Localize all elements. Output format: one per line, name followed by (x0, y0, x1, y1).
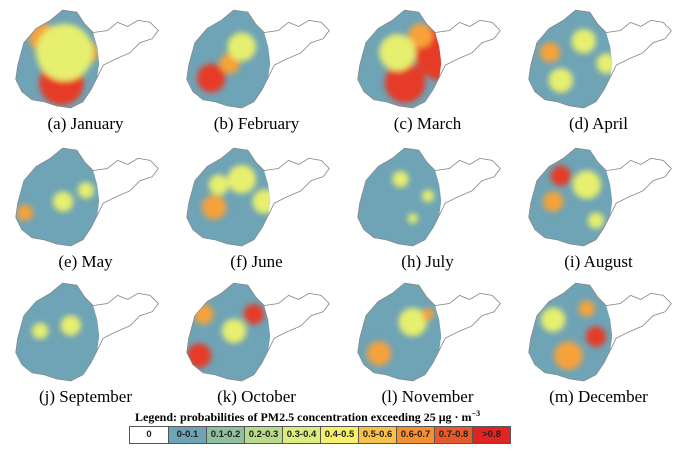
month-map-panel: (a) January (0, 0, 171, 136)
probability-map (186, 282, 330, 382)
map-grid: (a) January (b) February (c) March (d) Apri… (0, 0, 684, 409)
panel-label: (f) June (230, 252, 283, 271)
hotspot-yellow (587, 212, 605, 229)
hotspot-yellow (379, 34, 416, 71)
month-map-panel: (c) March (342, 0, 513, 136)
panel-label: (l) November (381, 387, 474, 406)
probability-map (357, 282, 501, 382)
hotspot-orange (543, 191, 564, 212)
month-map-panel: (h) July (342, 138, 513, 274)
hotspot-yellow (36, 23, 94, 81)
panel-label: (a) January (47, 114, 124, 133)
hotspot-yellow (421, 189, 435, 203)
hotspot-red (196, 63, 226, 93)
hotspot-orange (16, 204, 34, 221)
month-map-panel: (m) December (513, 273, 684, 409)
hotspot-yellow (540, 307, 566, 333)
hotspot-orange (202, 194, 227, 220)
hotspot-red (384, 62, 426, 104)
panel-label: (m) December (549, 387, 648, 406)
month-map-panel: (i) August (513, 138, 684, 274)
legend-title: Legend: probabilities of PM2.5 concentra… (135, 409, 481, 424)
legend-swatch: 0.2-0.3 (244, 426, 283, 444)
hotspot-yellow (227, 164, 256, 194)
probability-map (186, 147, 330, 247)
hotspot-red (243, 304, 265, 325)
panel-label: (h) July (401, 252, 454, 271)
hotspot-yellow (77, 182, 95, 199)
hotspot-yellow (398, 307, 427, 337)
probability-map (15, 147, 159, 247)
probability-map (528, 9, 672, 109)
month-map-panel: (k) October (171, 273, 342, 409)
hotspot-yellow (407, 213, 418, 224)
panel-label: (i) August (564, 252, 633, 271)
legend-swatch: >0.8 (472, 426, 511, 444)
probability-map (528, 147, 672, 247)
panel-label: (d) April (568, 114, 629, 133)
hotspot-yellow (60, 315, 81, 336)
hotspot-red (585, 326, 607, 347)
hotspot-orange (539, 42, 561, 63)
hotspot-orange (578, 300, 595, 317)
hotspot-yellow (392, 171, 409, 188)
legend-swatch: 0.3-0.4 (282, 426, 321, 444)
hotspot-orange (554, 341, 583, 370)
hotspot-yellow (32, 322, 49, 340)
hotspot-yellow (227, 32, 256, 62)
panel-label: (j) September (39, 387, 132, 406)
hotspot-orange (421, 308, 435, 321)
hotspot-yellow (572, 170, 602, 200)
panel-label: (c) March (393, 114, 462, 133)
legend-swatch: 0.6-0.7 (396, 426, 435, 444)
legend-bar: 0 0-0.1 0.1-0.2 0.2-0.3 0.3-0.4 0.4-0.5 0.5-0.… (129, 426, 511, 444)
month-map-panel: (j) September (0, 273, 171, 409)
probability-map (528, 282, 672, 382)
probability-map (357, 9, 501, 109)
panel-label: (e) May (58, 252, 113, 271)
hotspot-yellow (52, 191, 74, 212)
legend-swatch: 0.1-0.2 (206, 426, 245, 444)
legend-swatch: 0 (129, 426, 169, 444)
hotspot-red (186, 343, 212, 368)
hotspot-yellow (221, 318, 247, 344)
legend-swatch: 0-0.1 (168, 426, 207, 444)
legend-swatch: 0.4-0.5 (320, 426, 359, 444)
probability-map (15, 282, 159, 382)
month-map-panel: (f) June (171, 138, 342, 274)
month-map-panel: (e) May (0, 138, 171, 274)
month-map-panel: (d) April (513, 0, 684, 136)
hotspot-yellow (548, 68, 574, 93)
month-map-panel: (l) November (342, 273, 513, 409)
probability-map (15, 9, 159, 109)
month-map-panel: (b) February (171, 0, 342, 136)
probability-map (186, 9, 330, 109)
panel-label: (k) October (217, 387, 296, 406)
legend-swatch: 0.5-0.6 (358, 426, 397, 444)
hotspot-yellow (208, 174, 229, 195)
hotspot-orange (366, 341, 392, 366)
legend-swatch: 0.7-0.8 (434, 426, 473, 444)
hotspot-yellow (571, 28, 596, 54)
panel-label: (b) February (213, 114, 300, 133)
probability-map (357, 147, 501, 247)
hotspot-orange (408, 23, 433, 48)
hotspot-red (550, 165, 571, 187)
hotspot-yellow (252, 189, 271, 214)
